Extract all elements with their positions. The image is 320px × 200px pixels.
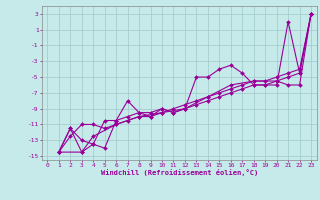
X-axis label: Windchill (Refroidissement éolien,°C): Windchill (Refroidissement éolien,°C) — [100, 169, 258, 176]
